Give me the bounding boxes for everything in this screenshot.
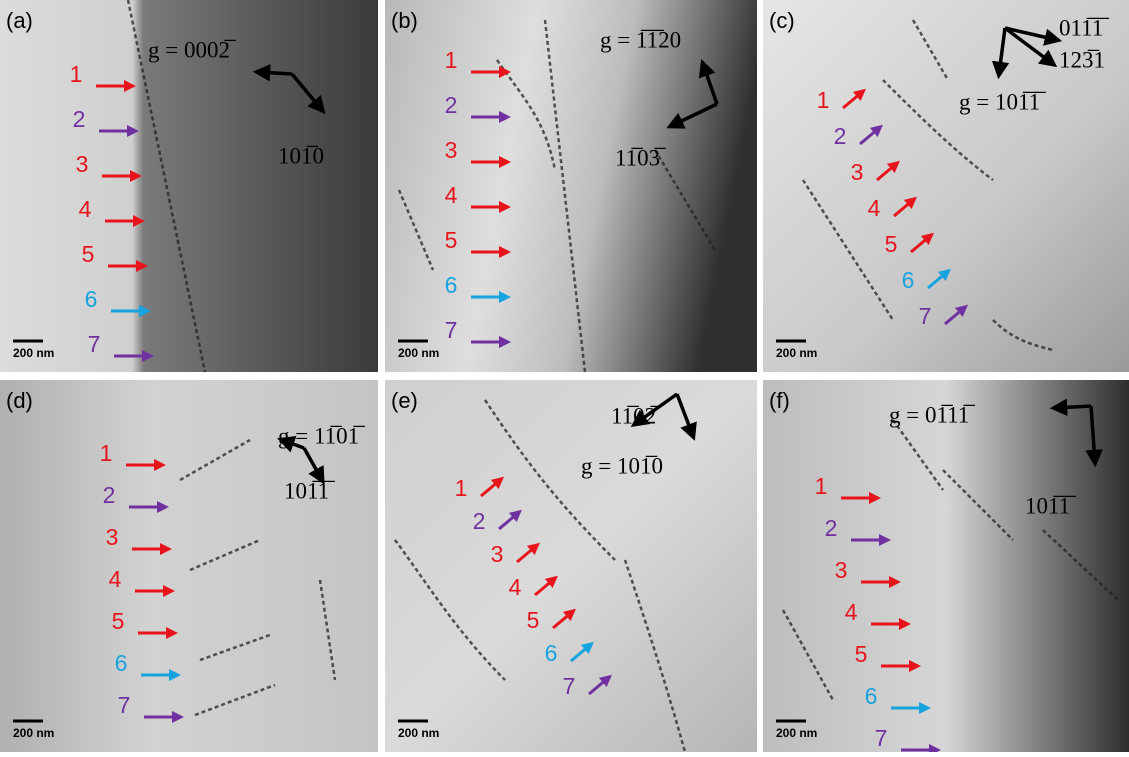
g-vector-label: g = 0002̅ xyxy=(148,37,236,62)
dislocation-number: 1 xyxy=(100,440,113,466)
g-vector-label: 11̅03̅ xyxy=(615,145,666,170)
dislocation-number: 5 xyxy=(112,608,125,634)
panel-label: (b) xyxy=(391,8,418,33)
scale-bar-label: 200 nm xyxy=(776,346,817,360)
dislocation-number: 7 xyxy=(445,317,458,343)
figure: (a)g = 0002̅101̅01234567200 nm(b)g = 1̅1… xyxy=(0,0,1129,752)
dislocation-number: 6 xyxy=(115,650,128,676)
dislocation-number: 4 xyxy=(509,574,522,600)
dislocation-number: 1 xyxy=(445,47,458,73)
dislocation-number: 5 xyxy=(527,607,540,633)
dislocation-number: 2 xyxy=(473,508,486,534)
dislocation-number: 5 xyxy=(855,641,868,667)
dislocation-number: 4 xyxy=(868,195,881,221)
dislocation-number: 4 xyxy=(445,182,458,208)
micrograph xyxy=(763,380,1129,752)
panel: (f) g = 01̅11̅ 101̅1̅ 1 2 3 4 5 6 7 200 nm xyxy=(763,380,1129,752)
dislocation-number: 3 xyxy=(445,137,458,163)
g-vector-label: 123̅1 xyxy=(1059,47,1105,72)
g-vector-label: 101̅1̅ xyxy=(284,478,335,503)
g-vector-label: g = 101̅1̅ xyxy=(959,89,1046,114)
dislocation-number: 6 xyxy=(902,267,915,293)
dislocation-number: 6 xyxy=(545,640,558,666)
g-vector-label: g = 101̅0 xyxy=(581,453,663,478)
dislocation-number: 2 xyxy=(834,123,847,149)
dislocation-number: 1 xyxy=(70,61,83,87)
panel: (e)11̅02̅g = 101̅01234567200 nm xyxy=(385,380,757,752)
dislocation-number: 2 xyxy=(73,106,86,132)
scale-bar-label: 200 nm xyxy=(398,346,439,360)
g-vector-label: 011̅1̅ xyxy=(1059,15,1109,40)
dislocation-number: 3 xyxy=(106,524,119,550)
g-vector-label: g = 01̅11̅ xyxy=(889,402,975,427)
dislocation-number: 7 xyxy=(919,303,932,329)
page: {"panels": [ {"label": "(a)", "scale_bar… xyxy=(0,0,1129,752)
panel-label: (d) xyxy=(6,388,33,413)
micrograph xyxy=(385,0,757,372)
scale-bar-label: 200 nm xyxy=(13,346,54,360)
scale-bar-label: 200 nm xyxy=(398,726,439,740)
dislocation-number: 1 xyxy=(817,87,830,113)
dislocation-number: 3 xyxy=(491,541,504,567)
scale-bar-label: 200 nm xyxy=(776,726,817,740)
panel: (b) g = 1̅1̅20 11̅03̅ 1 2 3 4 5 6 7 200 nm xyxy=(385,0,757,372)
panel-label: (c) xyxy=(769,8,795,33)
direction-arrow xyxy=(1055,406,1091,408)
panel-label: (e) xyxy=(391,388,418,413)
dislocation-number: 3 xyxy=(76,151,89,177)
dislocation-number: 6 xyxy=(865,683,878,709)
dislocation-number: 7 xyxy=(88,331,101,357)
dislocation-number: 2 xyxy=(103,482,116,508)
dislocation-number: 7 xyxy=(875,725,888,751)
dislocation-number: 7 xyxy=(563,673,576,699)
dislocation-number: 1 xyxy=(455,475,468,501)
dislocation-number: 2 xyxy=(445,92,458,118)
dislocation-number: 7 xyxy=(118,692,131,718)
panel: (a) g = 0002̅ 101̅0 1 2 3 4 5 6 7 200 nm xyxy=(0,0,378,372)
direction-arrow xyxy=(258,72,292,74)
dislocation-number: 5 xyxy=(82,241,95,267)
panel-label: (a) xyxy=(6,8,33,33)
dislocation-number: 4 xyxy=(79,196,92,222)
dislocation-number: 4 xyxy=(109,566,122,592)
dislocation-number: 6 xyxy=(445,272,458,298)
dislocation-number: 5 xyxy=(885,231,898,257)
dislocation-number: 3 xyxy=(835,557,848,583)
dislocation-number: 5 xyxy=(445,227,458,253)
g-vector-label: 101̅0 xyxy=(278,143,324,168)
g-vector-label: g = 1̅1̅20 xyxy=(600,27,681,52)
dislocation-number: 6 xyxy=(85,286,98,312)
scale-bar-label: 200 nm xyxy=(13,726,54,740)
dislocation-number: 2 xyxy=(825,515,838,541)
dislocation-number: 3 xyxy=(851,159,864,185)
g-vector-label: 101̅1̅ xyxy=(1025,493,1076,518)
dislocation-number: 4 xyxy=(845,599,858,625)
dislocation-number: 1 xyxy=(815,473,828,499)
panel-label: (f) xyxy=(769,388,790,413)
